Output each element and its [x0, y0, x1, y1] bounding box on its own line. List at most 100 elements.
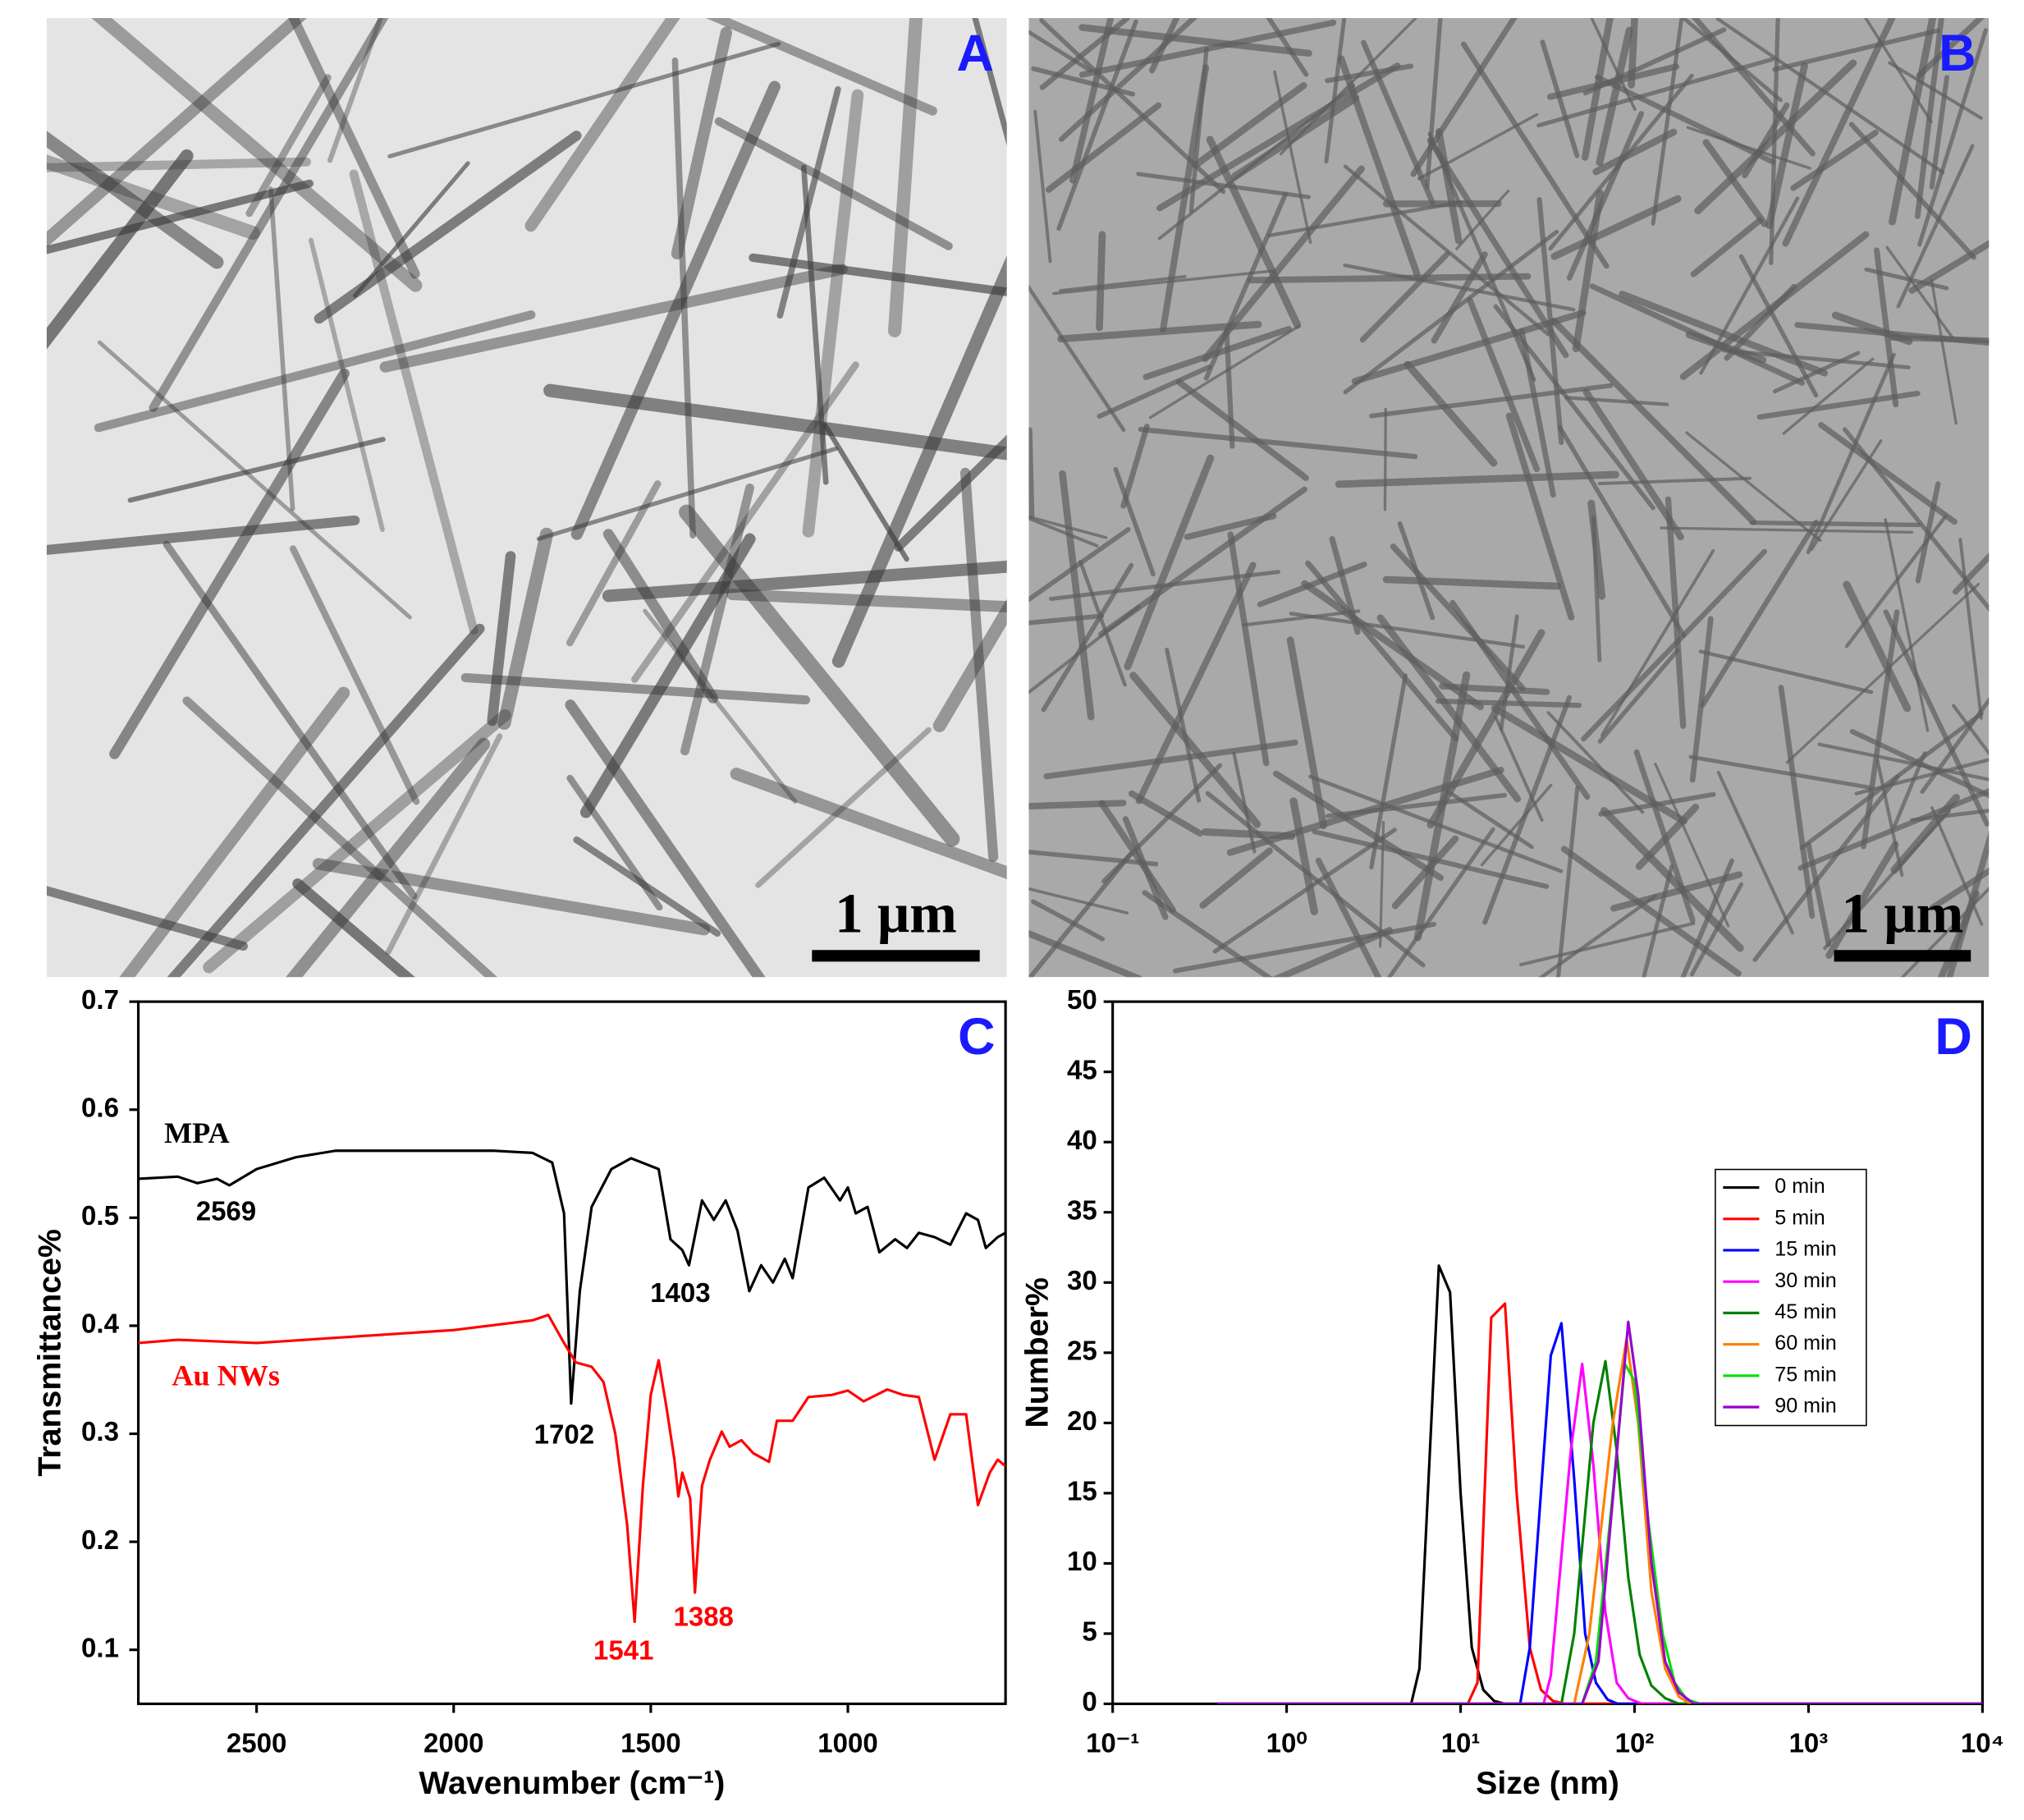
scale-bar — [812, 950, 980, 962]
legend-label: 90 min — [1774, 1395, 1836, 1418]
fiber — [1460, 41, 1610, 269]
y-tick-label: 50 — [1067, 984, 1097, 1015]
fiber — [1633, 749, 1696, 924]
fiber — [565, 699, 766, 978]
panel-label: B — [1939, 25, 1976, 82]
fiber — [1120, 423, 1150, 509]
fiber — [97, 340, 412, 620]
fiber — [1315, 857, 1382, 978]
fiber — [1654, 763, 1730, 928]
fiber — [1546, 711, 1645, 814]
fiber — [1875, 759, 1904, 878]
fiber — [1148, 324, 1300, 419]
fiber — [1369, 383, 1614, 419]
fiber — [1096, 231, 1106, 332]
fiber — [1205, 791, 1426, 968]
fiber — [1266, 200, 1463, 238]
fiber — [755, 727, 932, 888]
fiber — [1033, 109, 1052, 264]
fiber — [1329, 536, 1361, 635]
fiber — [1556, 785, 1580, 978]
legend-box — [1715, 1168, 1867, 1427]
fiber — [1386, 827, 1495, 978]
fiber — [497, 527, 554, 730]
fiber — [1230, 94, 1360, 181]
fiber — [802, 89, 864, 538]
y-tick-label: 25 — [1067, 1336, 1097, 1366]
y-tick-label: 10 — [1067, 1546, 1097, 1576]
fiber — [94, 310, 536, 433]
fiber — [1059, 470, 1095, 721]
x-tick-label: 2500 — [227, 1728, 286, 1758]
series-line — [138, 1313, 1006, 1624]
fiber — [1596, 26, 1633, 167]
fiber — [1691, 18, 1816, 157]
legend-label: 30 min — [1774, 1269, 1836, 1292]
fiber — [1305, 560, 1459, 742]
fiber — [573, 836, 721, 938]
fiber — [1212, 827, 1397, 954]
annotation: 1403 — [650, 1277, 710, 1308]
legend-label: 45 min — [1774, 1300, 1836, 1323]
panel-label: C — [958, 1008, 995, 1066]
fiber — [1843, 580, 1912, 713]
x-tick-label: 10⁻¹ — [1086, 1728, 1139, 1758]
y-tick-label: 40 — [1067, 1125, 1097, 1155]
fiber — [1910, 809, 1990, 823]
fiber — [1128, 790, 1203, 837]
fiber — [1557, 424, 1687, 638]
fiber — [1028, 850, 1159, 867]
fiber — [1028, 427, 1035, 519]
fiber — [1242, 609, 1361, 627]
fiber — [1160, 64, 1210, 332]
fiber — [1078, 24, 1312, 57]
fiber — [1806, 842, 1832, 947]
fiber — [543, 383, 1007, 461]
fiber — [1138, 426, 1418, 460]
fiber — [1550, 318, 1757, 525]
y-tick-label: 0 — [1082, 1686, 1097, 1717]
fiber — [1861, 609, 1900, 850]
fiber — [1660, 526, 1914, 534]
fiber — [1916, 18, 1985, 79]
fiber — [1519, 921, 1696, 967]
fiber — [1715, 18, 1945, 175]
fiber — [1825, 841, 1899, 960]
fiber — [1224, 327, 1235, 449]
fiber — [1842, 427, 1990, 612]
fiber — [1057, 320, 1262, 343]
fiber — [1028, 613, 1105, 626]
series-line — [1217, 1320, 1983, 1704]
fiber — [203, 708, 511, 974]
fiber — [1642, 864, 1674, 978]
fiber — [1884, 518, 1930, 732]
fiber — [387, 41, 781, 158]
plot-area — [1217, 1264, 1983, 1704]
annotation: 2569 — [196, 1196, 256, 1226]
fiber — [706, 18, 937, 116]
fiber — [570, 80, 781, 540]
y-axis-title: Number% — [1019, 1277, 1055, 1428]
x-tick-label: 2000 — [424, 1728, 483, 1758]
fiber — [1426, 137, 1569, 359]
series-line — [1217, 1302, 1983, 1704]
fiber — [1597, 476, 1752, 486]
x-tick-label: 10³ — [1789, 1728, 1829, 1758]
fiber — [1594, 74, 1776, 165]
fiber — [1052, 269, 1275, 296]
fiber — [1806, 352, 1896, 555]
fiber — [1379, 820, 1385, 948]
fiber — [671, 26, 733, 260]
x-tick-label: 10⁰ — [1266, 1728, 1307, 1758]
fiber — [289, 545, 420, 805]
fiber — [312, 858, 711, 936]
panel-label: A — [957, 25, 994, 82]
fiber — [1685, 331, 1767, 364]
fiber — [1494, 714, 1544, 822]
fiber — [1721, 348, 1911, 369]
fiber — [1930, 278, 1958, 425]
y-tick-label: 30 — [1067, 1265, 1097, 1295]
fiber — [292, 878, 415, 978]
fiber — [1900, 886, 1990, 978]
